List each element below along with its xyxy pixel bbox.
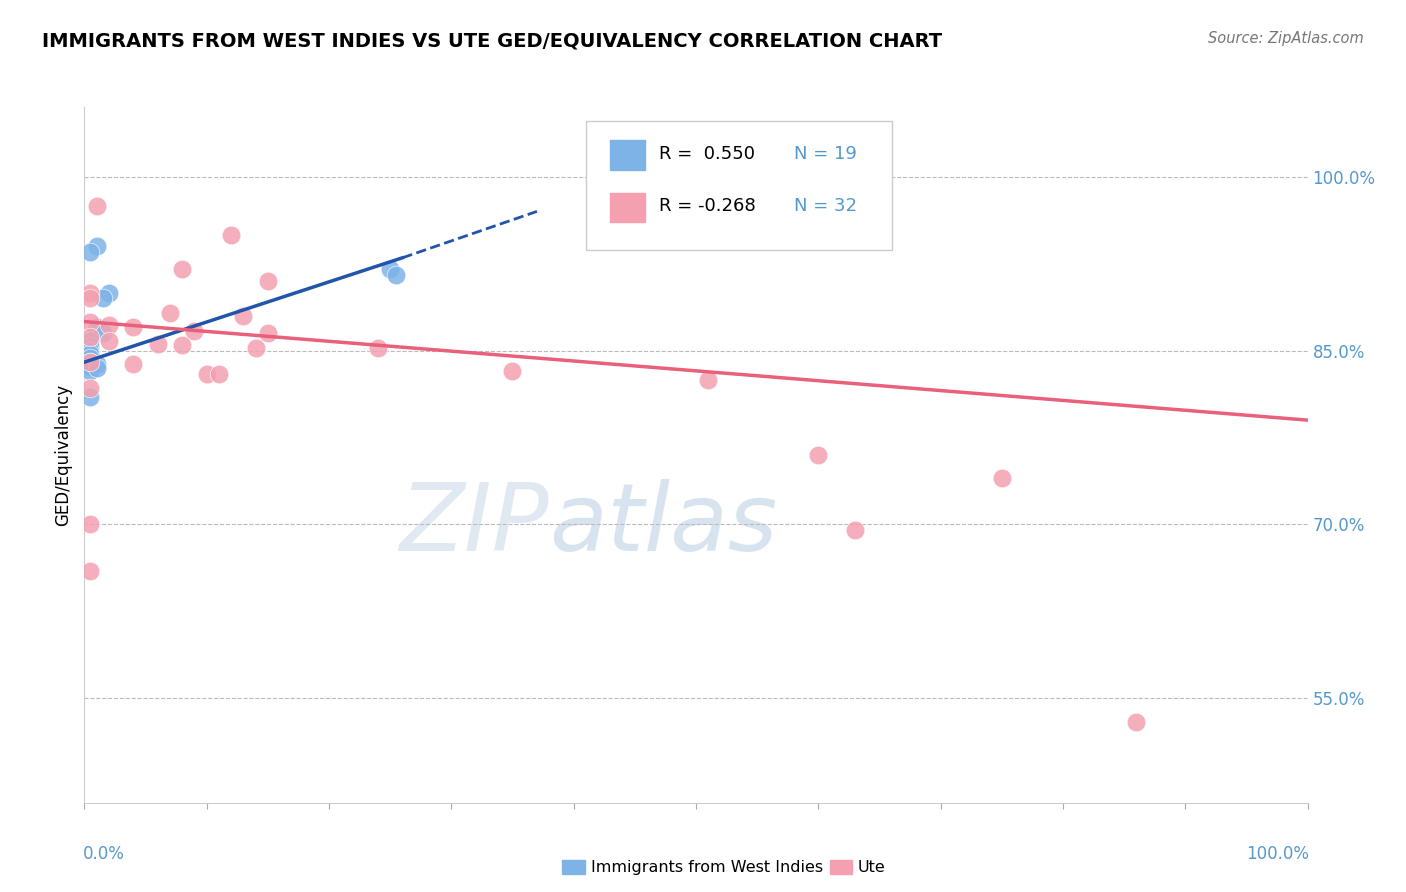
Point [79,285,101,300]
Point [91,326,114,341]
Point [79,329,101,343]
Text: atlas: atlas [550,479,778,570]
Point [208,367,231,381]
Text: 100.0%: 100.0% [1246,845,1309,863]
Point [86,199,108,213]
Point [79,351,101,365]
Text: Immigrants from West Indies: Immigrants from West Indies [591,860,823,874]
Point [79,334,101,349]
Point [97,318,120,332]
Text: N = 19: N = 19 [794,145,856,162]
Y-axis label: GED/Equivalency: GED/Equivalency [55,384,73,526]
Point [232,309,254,323]
Point [172,338,194,352]
Point [79,517,101,532]
Point [86,320,108,334]
Point [79,291,101,305]
Point [502,364,524,378]
Point [844,523,866,537]
Point [79,390,101,404]
Text: R = -0.268: R = -0.268 [659,197,756,215]
Point [91,291,114,305]
Point [122,320,145,334]
Text: IMMIGRANTS FROM WEST INDIES VS UTE GED/EQUIVALENCY CORRELATION CHART: IMMIGRANTS FROM WEST INDIES VS UTE GED/E… [42,31,942,50]
Point [183,324,205,338]
Point [79,564,101,578]
Point [79,359,101,374]
Text: Ute: Ute [858,860,886,874]
Point [807,448,830,462]
Text: 0.0%: 0.0% [83,845,125,863]
Point [380,262,402,277]
Point [146,336,169,351]
Point [697,373,720,387]
Point [79,364,101,378]
Point [86,361,108,376]
Text: N = 32: N = 32 [794,197,856,215]
Point [86,358,108,372]
Point [219,227,242,242]
Point [79,355,101,369]
Point [122,358,145,372]
FancyBboxPatch shape [610,140,644,169]
Point [79,339,101,353]
Text: Source: ZipAtlas.com: Source: ZipAtlas.com [1208,31,1364,46]
Point [79,347,101,361]
Point [79,315,101,329]
Text: ZIP: ZIP [399,479,550,570]
Point [79,244,101,259]
Point [195,367,218,381]
Point [86,239,108,253]
Point [257,326,280,341]
Point [79,381,101,395]
Point [97,285,120,300]
Point [79,343,101,358]
Point [367,341,389,355]
Point [245,341,267,355]
Point [257,274,280,288]
Point [385,268,408,282]
Point [159,306,181,320]
Point [79,355,101,369]
FancyBboxPatch shape [610,193,644,222]
Point [97,334,120,349]
Text: R =  0.550: R = 0.550 [659,145,755,162]
Point [172,262,194,277]
Point [1125,714,1147,729]
Point [991,471,1014,485]
FancyBboxPatch shape [586,121,891,250]
